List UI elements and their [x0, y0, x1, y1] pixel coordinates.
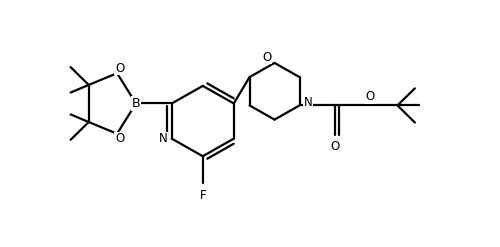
Text: N: N	[158, 132, 167, 145]
Text: O: O	[115, 62, 124, 75]
Text: B: B	[132, 97, 140, 110]
Text: N: N	[304, 97, 313, 109]
Text: F: F	[200, 189, 206, 202]
Text: O: O	[366, 90, 374, 103]
Text: O: O	[330, 141, 340, 153]
Text: O: O	[115, 132, 124, 145]
Text: O: O	[262, 51, 272, 63]
